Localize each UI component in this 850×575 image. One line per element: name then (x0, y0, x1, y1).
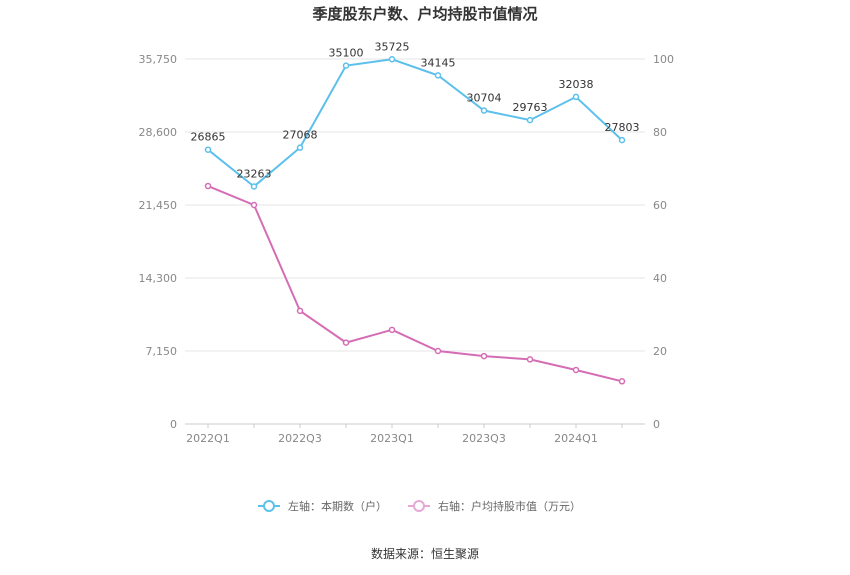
legend-marker-icon (413, 500, 425, 512)
legend: 左轴：本期数（户） 右轴：户均持股市值（万元） (258, 499, 581, 513)
data-label: 35100 (329, 47, 364, 60)
left-tick-label: 35,750 (139, 53, 178, 66)
x-tick-label: 2022Q1 (186, 432, 230, 445)
series-point-0 (250, 183, 258, 190)
right-tick-label: 0 (653, 418, 660, 431)
series-layer: 26865 23263 27068 35100 35725 34145 30704 29763… (191, 40, 640, 385)
left-tick-label: 0 (170, 418, 177, 431)
legend-marker-icon (263, 500, 275, 512)
data-label: 26865 (191, 131, 226, 144)
data-label: 29763 (513, 101, 548, 114)
series-point-0 (572, 93, 580, 101)
x-tick-label: 2023Q3 (462, 432, 506, 445)
series-point-1 (250, 201, 258, 209)
x-axis: 2022Q1 2022Q3 2023Q1 2023Q3 2024Q1 (185, 423, 645, 445)
series-point-1 (480, 352, 488, 360)
data-label: 35725 (375, 40, 410, 53)
left-tick-label: 21,450 (139, 199, 178, 212)
series-point-0 (434, 72, 442, 79)
x-tick-label: 2023Q1 (370, 432, 414, 445)
legend-item-0[interactable]: 左轴：本期数（户） (258, 499, 387, 513)
series-point-0 (618, 136, 626, 144)
source-note: 数据来源：恒生聚源 (371, 546, 479, 561)
right-tick-label: 80 (653, 126, 667, 139)
right-axis: 0 20 40 60 80 100 (653, 53, 674, 431)
data-label: 34145 (421, 56, 456, 69)
data-label: 32038 (559, 78, 594, 91)
data-label: 30704 (467, 92, 502, 105)
data-label: 27068 (283, 129, 318, 142)
series-point-1 (434, 347, 442, 355)
right-tick-label: 60 (653, 199, 667, 212)
grid (185, 58, 645, 352)
right-tick-label: 100 (653, 53, 674, 66)
data-label: 23263 (237, 167, 272, 180)
series-line-1 (207, 185, 623, 383)
x-tick-label: 2024Q1 (554, 432, 598, 445)
series-point-1 (204, 182, 212, 190)
series-point-0 (480, 107, 488, 114)
legend-label: 左轴：本期数（户） (288, 499, 387, 513)
right-tick-label: 20 (653, 345, 667, 358)
series-point-1 (618, 378, 626, 385)
series-point-1 (388, 326, 396, 334)
series-point-0 (296, 144, 304, 151)
series-point-0 (388, 56, 396, 63)
series-point-1 (572, 366, 580, 374)
left-tick-label: 14,300 (139, 272, 178, 285)
series-point-0 (342, 62, 350, 69)
left-tick-label: 7,150 (146, 345, 178, 358)
left-tick-label: 28,600 (139, 126, 178, 139)
data-label: 27803 (605, 121, 640, 134)
series-point-1 (342, 339, 350, 346)
left-axis: 0 7,150 14,300 21,450 28,600 35,750 (139, 53, 178, 431)
series-point-1 (526, 356, 534, 363)
series-point-1 (296, 307, 304, 315)
x-tick-label: 2022Q3 (278, 432, 322, 445)
series-point-0 (526, 116, 534, 124)
series-line-0 (207, 58, 623, 188)
legend-label: 右轴：户均持股市值（万元） (438, 499, 581, 513)
legend-item-1[interactable]: 右轴：户均持股市值（万元） (408, 499, 581, 513)
right-tick-label: 40 (653, 272, 667, 285)
chart-title: 季度股东户数、户均持股市值情况 (312, 5, 537, 23)
series-point-0 (204, 146, 212, 153)
